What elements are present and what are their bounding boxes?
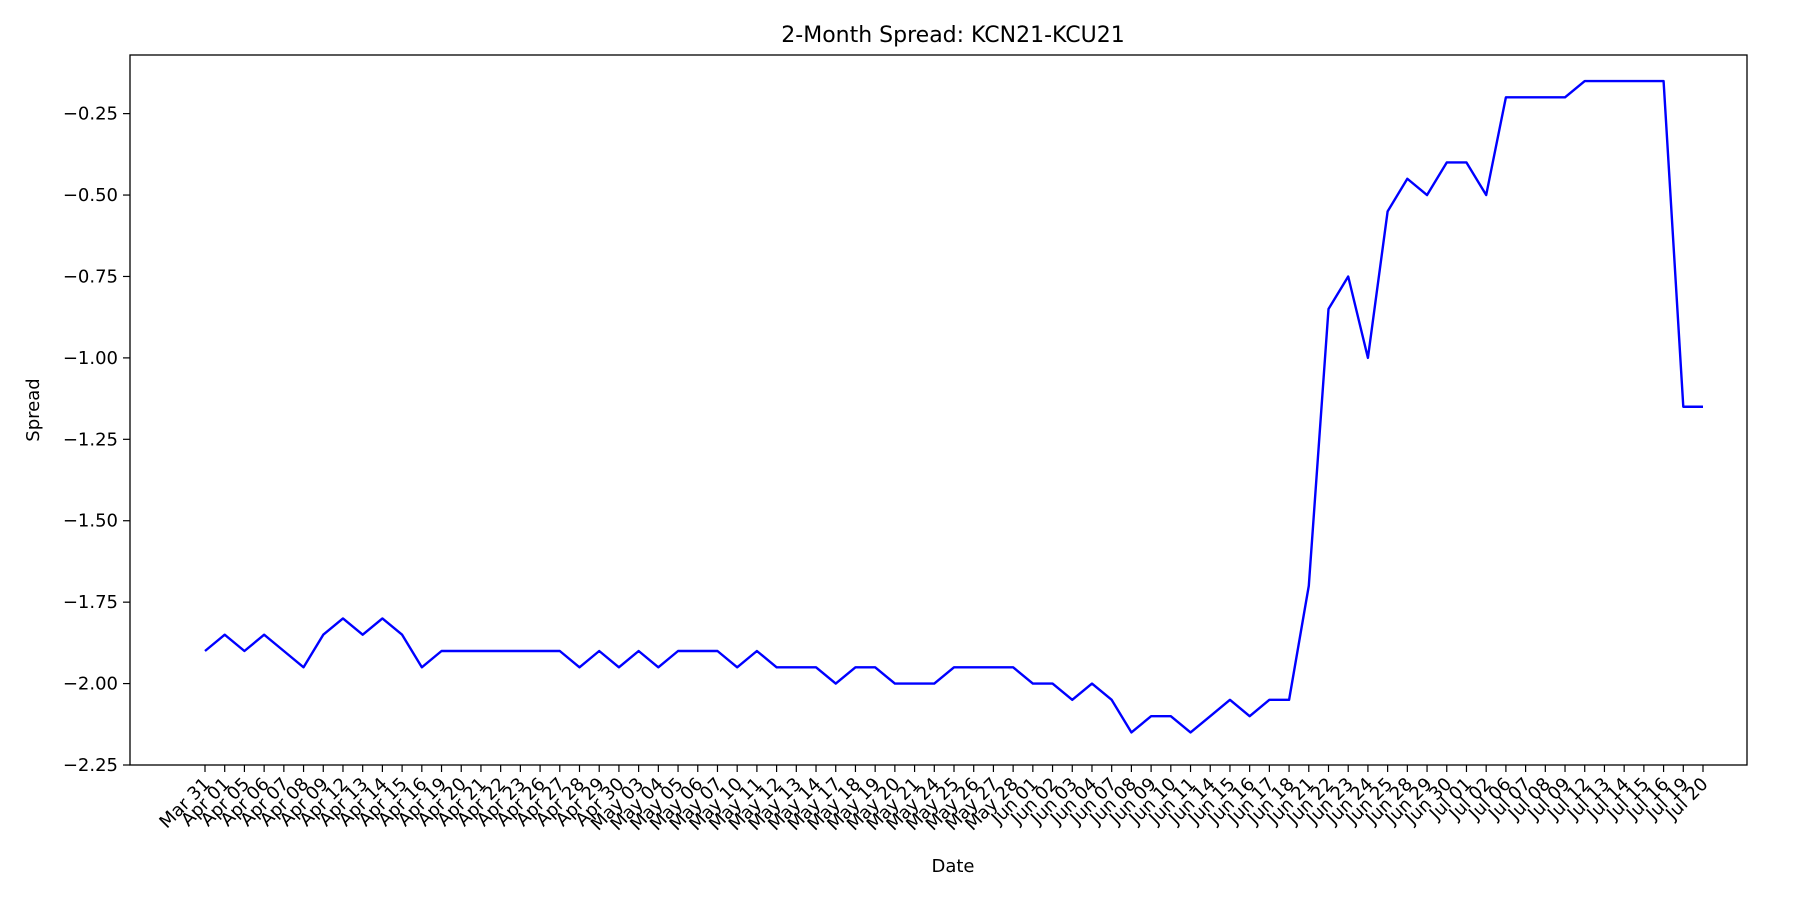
y-tick-label: −1.00 <box>63 348 118 369</box>
y-axis: −2.25 −2.00 −1.75 −1.50 −1.25 −1.00 −0.75 −0.50… <box>63 104 130 776</box>
y-axis-label: Spread <box>23 378 44 441</box>
series-line <box>204 79 1703 734</box>
y-tick-label: −2.25 <box>63 755 118 776</box>
y-tick-label: −1.75 <box>63 592 118 613</box>
x-axis-label: Date <box>931 856 974 877</box>
y-tick-label: −1.50 <box>63 511 118 532</box>
y-tick-label: −2.00 <box>63 674 118 695</box>
plot-area-frame <box>129 54 1748 766</box>
chart-title: 2-Month Spread: KCN21-KCU21 <box>781 23 1124 48</box>
y-tick-label: −1.25 <box>63 429 118 450</box>
y-tick-label: −0.75 <box>63 266 118 287</box>
y-tick-label: −0.50 <box>63 185 118 206</box>
y-tick-label: −0.25 <box>63 104 118 125</box>
